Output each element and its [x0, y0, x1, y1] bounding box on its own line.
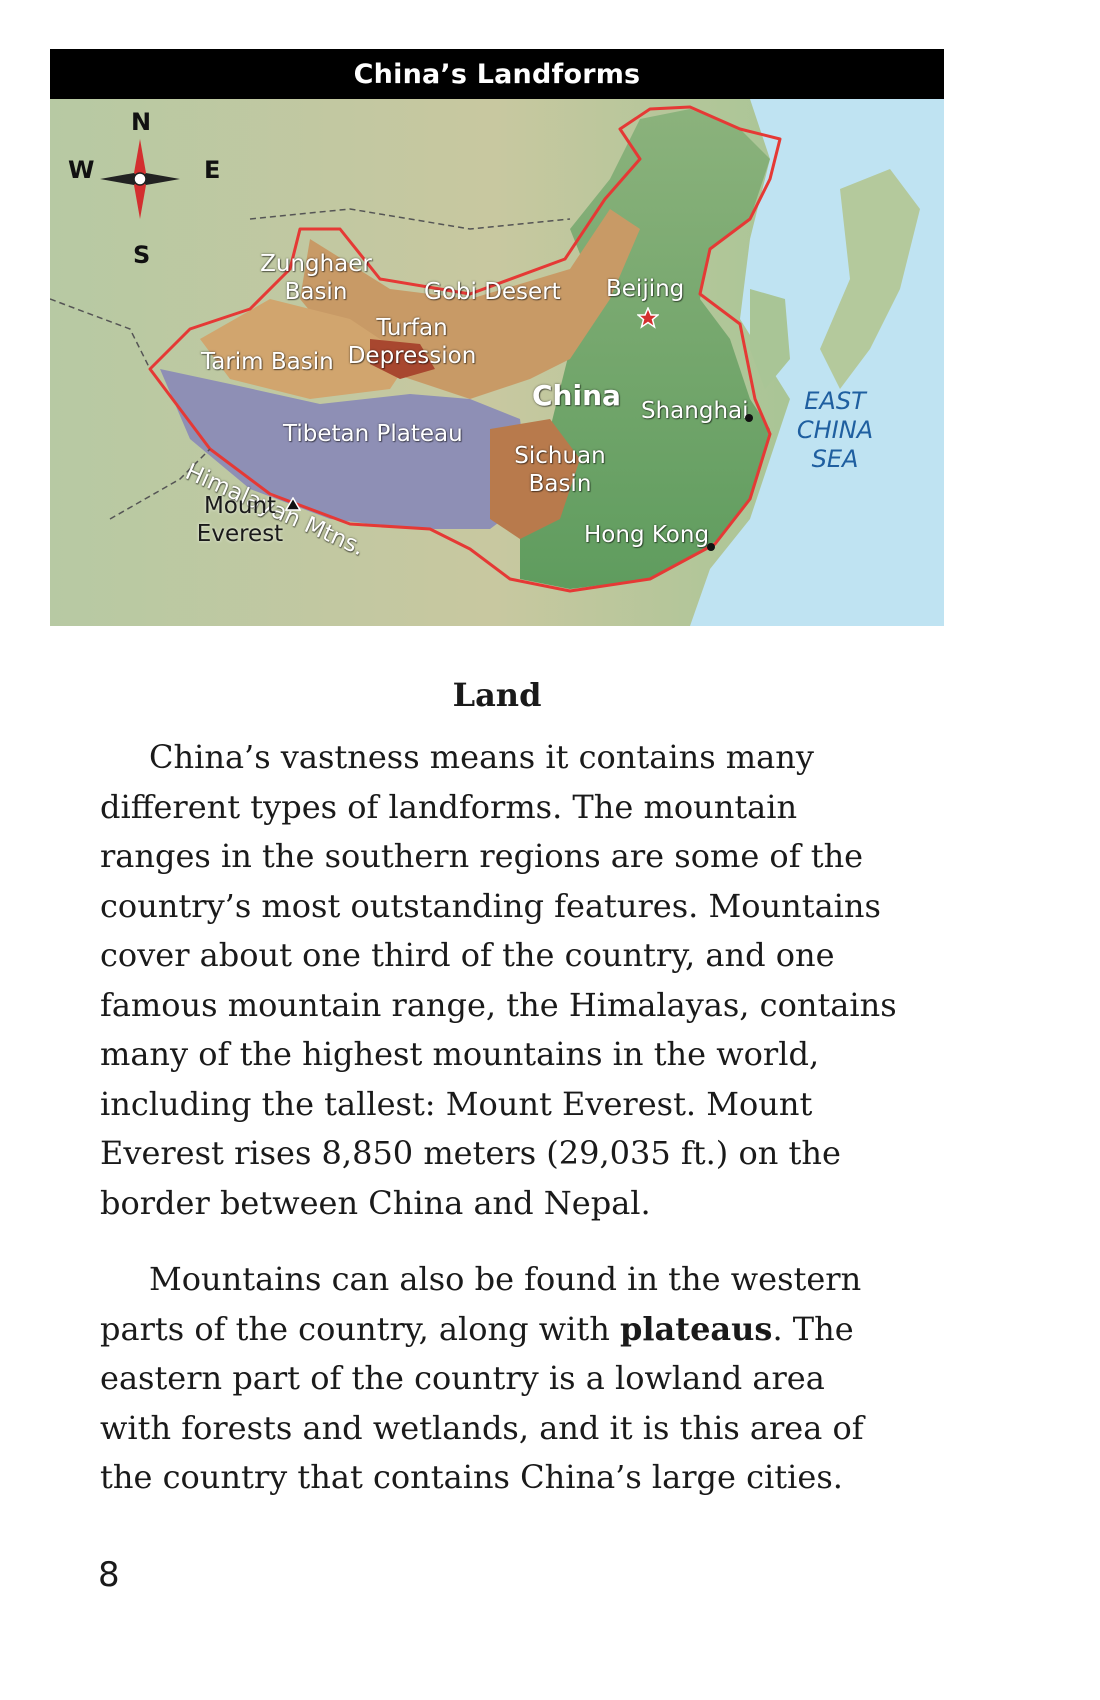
paragraph-2-text-end: . The eastern part of the country is a l… [100, 1309, 864, 1497]
label-east-china-sea: EAST CHINA SEA [790, 387, 880, 473]
compass-south: S [133, 241, 151, 269]
compass-rose-icon [100, 139, 180, 219]
landforms-map: China’s Landforms [50, 49, 944, 626]
tarim-region [200, 299, 410, 399]
korea-land [750, 289, 790, 389]
compass-north: N [131, 108, 152, 136]
compass-west: W [68, 156, 95, 184]
label-gobi-desert: Gobi Desert [424, 279, 561, 305]
label-zunghaer-line2: Basin [284, 278, 348, 305]
japan-land [820, 169, 920, 389]
label-mount-everest: Mount Everest [190, 493, 290, 548]
label-sea-line1: EAST [804, 387, 866, 415]
label-tibetan-plateau: Tibetan Plateau [283, 421, 463, 447]
tibetan-plateau-region [160, 369, 530, 529]
china-border [148, 105, 782, 593]
country-borders [50, 208, 571, 520]
label-shanghai: Shanghai [641, 398, 749, 424]
vocabulary-term: plateaus [620, 1309, 773, 1348]
label-hong-kong: Hong Kong [584, 522, 710, 548]
paragraph-2-text-start: Mountains can also be found in the weste… [100, 1260, 862, 1348]
sichuan-region [490, 419, 580, 539]
label-sea-line3: SEA [811, 444, 859, 473]
capital-star-icon [637, 307, 659, 329]
paragraph-2: Mountains can also be found in the weste… [100, 1255, 900, 1503]
label-beijing: Beijing [606, 276, 685, 302]
label-china: China [532, 379, 621, 412]
label-turfan-line1: Turfan [376, 315, 448, 341]
mountain-peak-icon [285, 497, 301, 511]
label-everest-line2: Everest [196, 520, 284, 547]
label-sichuan-line2: Basin [528, 470, 592, 497]
label-zunghaer-basin: Zunghaer Basin [256, 251, 376, 306]
compass-east: E [204, 156, 221, 184]
section-title: Land [452, 676, 542, 714]
label-everest-line1: Mount [203, 493, 277, 519]
map-title: China’s Landforms [50, 49, 944, 99]
map-image: N S E W Zunghaer Basin Gobi Desert Beiji… [50, 99, 944, 626]
city-dot-icon [707, 543, 715, 551]
label-turfan-depression: Turfan Depression [337, 315, 487, 370]
label-sichuan-basin: Sichuan Basin [510, 443, 610, 498]
label-sichuan-line1: Sichuan [514, 443, 606, 469]
label-zunghaer-line1: Zunghaer [260, 251, 372, 277]
page-number: 8 [98, 1555, 120, 1595]
label-tarim-basin: Tarim Basin [201, 349, 334, 375]
turfan-region [370, 339, 435, 379]
label-sea-line2: CHINA [796, 415, 874, 444]
map-terrain [50, 99, 944, 626]
eastern-lowlands [520, 109, 770, 589]
city-dot-icon [745, 414, 753, 422]
paragraph-1: China’s vastness means it contains many … [100, 738, 897, 1222]
label-turfan-line2: Depression [347, 342, 477, 369]
